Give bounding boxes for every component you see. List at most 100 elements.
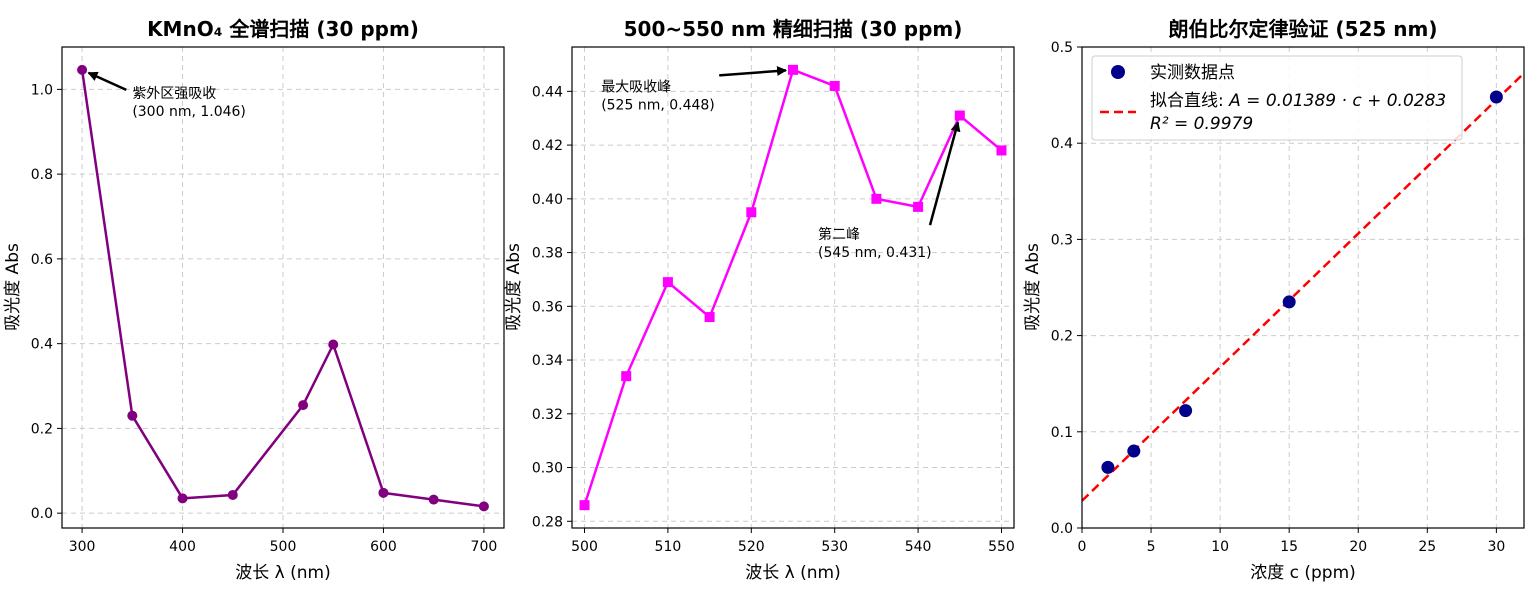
annotation-arrow <box>87 71 127 91</box>
legend-marker-measured <box>1111 65 1125 79</box>
annotation-label: 最大吸收峰 (525 nm, 0.448) <box>601 79 715 113</box>
x-tick-label: 25 <box>1418 539 1436 555</box>
data-point <box>1101 460 1115 474</box>
fit-line <box>1081 72 1525 502</box>
data-point <box>227 489 238 500</box>
data-point <box>1489 90 1503 104</box>
x-tick-label: 300 <box>69 539 96 555</box>
x-tick-label: 15 <box>1280 539 1298 555</box>
data-point <box>621 371 632 382</box>
y-tick-label: 0.3 <box>1051 232 1073 248</box>
annotation-arrow <box>719 66 788 77</box>
annotation-label: 第二峰 (545 nm, 0.431) <box>818 226 932 261</box>
data-point <box>77 64 88 75</box>
data-point <box>298 400 309 411</box>
x-axis-label: 波长 λ (nm) <box>235 563 330 583</box>
y-tick-label: 1.0 <box>31 82 53 98</box>
x-tick-label: 510 <box>655 539 682 555</box>
legend-fit-r2: R² = 0.9979 <box>1150 114 1253 134</box>
chart-title: KMnO₄ 全谱扫描 (30 ppm) <box>147 17 419 41</box>
series-line <box>80 69 485 508</box>
chart-panel-beer-lambert: 朗伯比尔定律验证 (525 nm) 浓度 c (ppm) 吸光度 Abs 0 5 1… <box>1023 17 1525 583</box>
y-axis-label: 吸光度 Abs <box>504 243 524 331</box>
annotation-label: 紫外区强吸收 (300 nm, 1.046) <box>132 86 246 120</box>
annotation-line: 第二峰 <box>818 226 860 243</box>
chart-title: 500~550 nm 精细扫描 (30 ppm) <box>624 17 963 41</box>
data-point <box>478 501 489 512</box>
y-tick-label: 0.30 <box>532 461 563 477</box>
chart-title: 朗伯比尔定律验证 (525 nm) <box>1168 17 1437 41</box>
plot-frame <box>1081 46 1525 529</box>
y-tick-label: 0.40 <box>532 192 563 208</box>
y-tick-label: 0.2 <box>1051 329 1073 345</box>
data-point <box>662 277 673 288</box>
x-tick-label: 600 <box>370 539 397 555</box>
y-axis-label: 吸光度 Abs <box>3 243 23 331</box>
legend-fit-equation: A = 0.01389 · c + 0.0283 <box>1228 91 1446 111</box>
y-tick-label: 0.0 <box>1051 521 1073 537</box>
data-point <box>704 312 715 323</box>
y-tick-label: 0.34 <box>532 353 563 369</box>
y-tick-label: 0.4 <box>1051 136 1073 152</box>
y-tick-label: 0.8 <box>31 167 53 183</box>
data-point <box>829 80 840 91</box>
x-tick-label: 520 <box>738 539 765 555</box>
legend-label-fit: 拟合直线: A = 0.01389 · c + 0.0283 <box>1150 91 1446 111</box>
annotation-arrow <box>928 121 961 226</box>
y-tick-label: 0.6 <box>31 252 53 268</box>
y-tick-label: 0.5 <box>1051 40 1073 56</box>
data-point <box>746 207 757 218</box>
x-tick-label: 10 <box>1211 539 1229 555</box>
chart-panel-full-spectrum: KMnO₄ 全谱扫描 (30 ppm) 波长 λ (nm) 吸光度 Abs 30… <box>3 17 505 583</box>
data-point <box>378 487 389 498</box>
y-tick-label: 0.4 <box>31 337 53 353</box>
y-tick-label: 0.44 <box>532 84 563 100</box>
x-tick-label: 550 <box>988 539 1015 555</box>
y-tick-label: 0.0 <box>31 506 53 522</box>
y-tick-label: 0.38 <box>532 246 563 262</box>
plot-frame <box>571 46 1015 529</box>
x-axis-label: 波长 λ (nm) <box>745 563 840 583</box>
data-point <box>913 201 924 212</box>
x-tick-label: 30 <box>1487 539 1505 555</box>
chart-panel-fine-scan: 500~550 nm 精细扫描 (30 ppm) 波长 λ (nm) 吸光度 A… <box>504 17 1015 583</box>
annotation-line: (300 nm, 1.046) <box>132 104 246 120</box>
annotation-line: 最大吸收峰 <box>601 79 671 95</box>
x-axis-label: 浓度 c (ppm) <box>1250 563 1356 583</box>
data-point <box>127 410 138 421</box>
legend-box <box>1091 55 1463 141</box>
legend: 实测数据点 拟合直线: A = 0.01389 · c + 0.0283 R² … <box>1091 55 1463 141</box>
x-tick-label: 5 <box>1147 539 1156 555</box>
x-tick-label: 500 <box>571 539 598 555</box>
data-point <box>1127 444 1141 458</box>
x-tick-label: 530 <box>821 539 848 555</box>
data-point <box>328 339 339 350</box>
x-tick-label: 700 <box>471 539 498 555</box>
y-axis-label: 吸光度 Abs <box>1023 243 1043 331</box>
data-point <box>788 64 798 75</box>
x-tick-label: 20 <box>1349 539 1367 555</box>
legend-label-measured: 实测数据点 <box>1150 63 1235 83</box>
y-tick-label: 0.28 <box>532 514 563 530</box>
data-point <box>996 145 1007 156</box>
x-tick-label: 0 <box>1078 539 1087 555</box>
data-point <box>871 193 882 204</box>
legend-fit-prefix: 拟合直线: <box>1150 91 1229 111</box>
series-line <box>583 68 1003 506</box>
annotation-line: (525 nm, 0.448) <box>601 97 715 113</box>
data-point <box>177 493 188 504</box>
x-tick-label: 500 <box>270 539 297 555</box>
annotation-line: (545 nm, 0.431) <box>818 245 932 261</box>
x-tick-label: 540 <box>905 539 932 555</box>
x-tick-label: 400 <box>169 539 196 555</box>
y-tick-label: 0.2 <box>31 421 53 437</box>
data-point <box>579 500 590 511</box>
data-point <box>1282 295 1296 309</box>
y-tick-label: 0.36 <box>532 299 563 315</box>
data-point <box>954 110 965 121</box>
data-point <box>428 494 439 505</box>
data-point <box>1179 404 1193 418</box>
y-tick-label: 0.42 <box>532 138 563 154</box>
